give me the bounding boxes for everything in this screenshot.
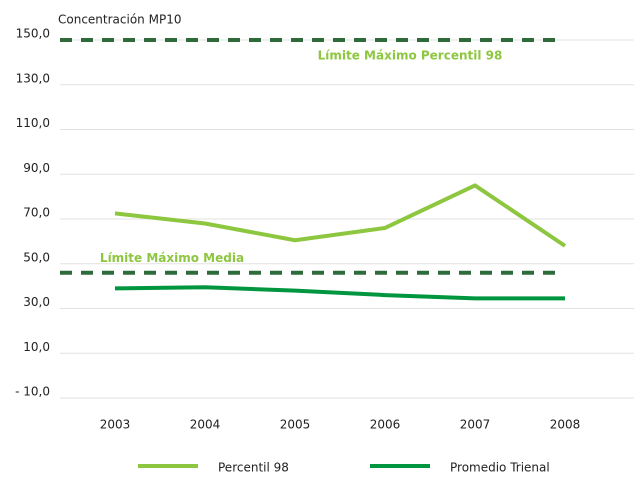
reference-label: Límite Máximo Media [100, 251, 244, 265]
legend-label: Percentil 98 [218, 461, 289, 475]
x-tick-label: 2007 [460, 418, 491, 432]
reference-label: Límite Máximo Percentil 98 [318, 49, 503, 63]
y-tick-label: 90,0 [23, 161, 50, 175]
y-tick-label: 150,0 [16, 27, 50, 41]
y-tick-label: 30,0 [23, 295, 50, 309]
series-line [114, 183, 567, 248]
y-tick-label: 130,0 [16, 71, 50, 85]
x-tick-label: 2005 [280, 418, 311, 432]
x-tick-label: 2003 [100, 418, 131, 432]
y-tick-label: 70,0 [23, 206, 50, 220]
x-tick-label: 2004 [190, 418, 221, 432]
x-tick-label: 2006 [370, 418, 401, 432]
y-tick-label: 10,0 [23, 340, 50, 354]
y-tick-label: - 10,0 [15, 385, 50, 399]
series-line [114, 285, 565, 301]
legend-label: Promedio Trienal [450, 461, 550, 475]
y-tick-label: 50,0 [23, 250, 50, 264]
x-tick-label: 2008 [550, 418, 581, 432]
y-axis-label: Concentración MP10 [58, 13, 181, 27]
y-tick-label: 110,0 [16, 116, 50, 130]
